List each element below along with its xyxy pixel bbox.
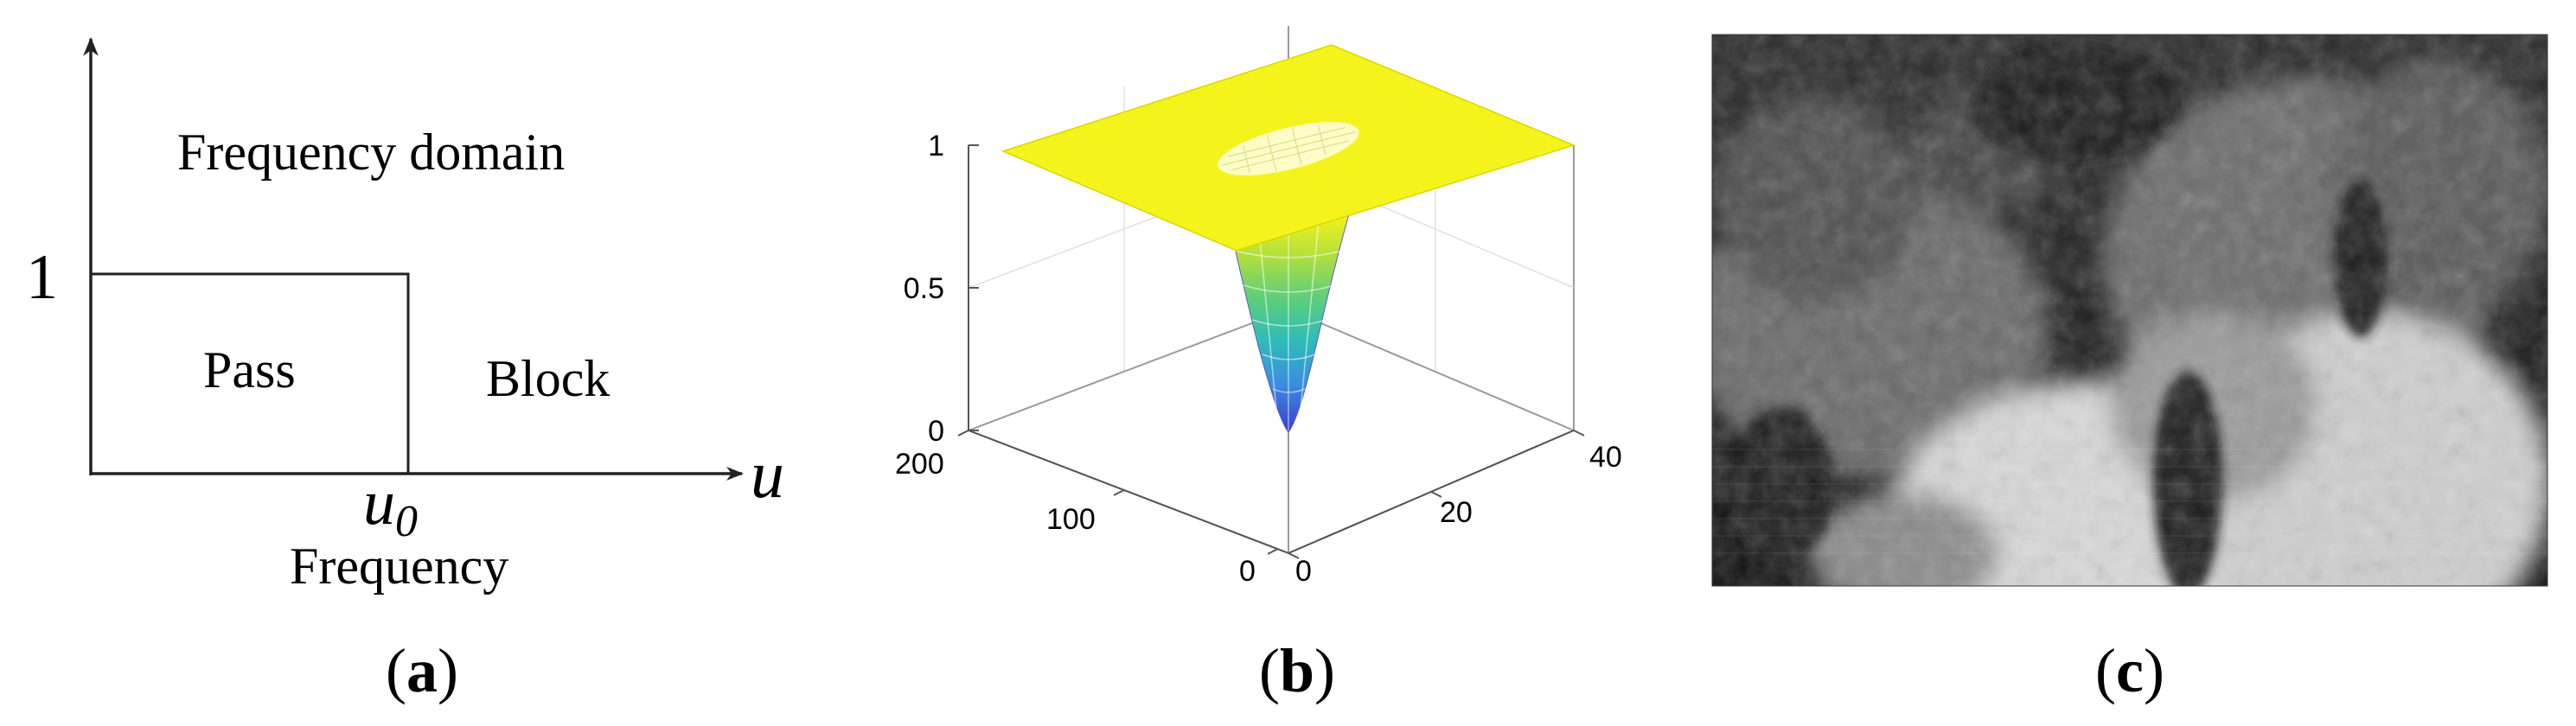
- z-ticks: [968, 144, 979, 431]
- filter-well: [1227, 213, 1350, 433]
- panel-a-ideal-filter-diagram: 1 Frequency domain Pass Block u u0 Frequ…: [26, 36, 784, 705]
- panel-b-3d-filter-surface: 1 0.5 0 200 100 0 0 20 40 (b): [895, 26, 1622, 705]
- frequency-domain-label: Frequency domain: [177, 124, 565, 181]
- z-tick-0.5: 0.5: [904, 272, 944, 305]
- left-tick-0: 0: [1239, 555, 1256, 588]
- u0-subscript: 0: [395, 497, 418, 546]
- left-tick-200: 200: [895, 448, 944, 481]
- filter-plane: [1000, 44, 1576, 252]
- y-tick-one: 1: [26, 242, 58, 313]
- left-axis-ticks: [957, 430, 1279, 555]
- caption-b: (b): [1259, 636, 1335, 705]
- z-tick-1: 1: [928, 130, 944, 162]
- frequency-axis-label: Frequency: [290, 538, 508, 595]
- left-axis-line: [968, 430, 1289, 554]
- right-tick-40: 40: [1589, 441, 1622, 474]
- right-tick-20: 20: [1440, 496, 1473, 529]
- left-tick-100: 100: [1046, 503, 1096, 536]
- filtered-photo: [1712, 35, 2547, 586]
- pass-band-box: [89, 272, 410, 475]
- u-axis-symbol: u: [751, 436, 784, 512]
- z-tick-0: 0: [928, 415, 944, 448]
- caption-a: (a): [386, 636, 458, 705]
- photo-frame: [1711, 34, 2548, 587]
- u0-symbol: u: [363, 468, 395, 538]
- right-axis-ticks: [1288, 430, 1585, 559]
- caption-c: (c): [2095, 636, 2164, 705]
- panel-c-filtered-image: (c): [1711, 34, 2548, 705]
- block-label: Block: [486, 350, 610, 407]
- pass-label: Pass: [203, 341, 296, 398]
- right-tick-0: 0: [1295, 555, 1312, 588]
- u0-cutoff-label: u0: [363, 468, 418, 546]
